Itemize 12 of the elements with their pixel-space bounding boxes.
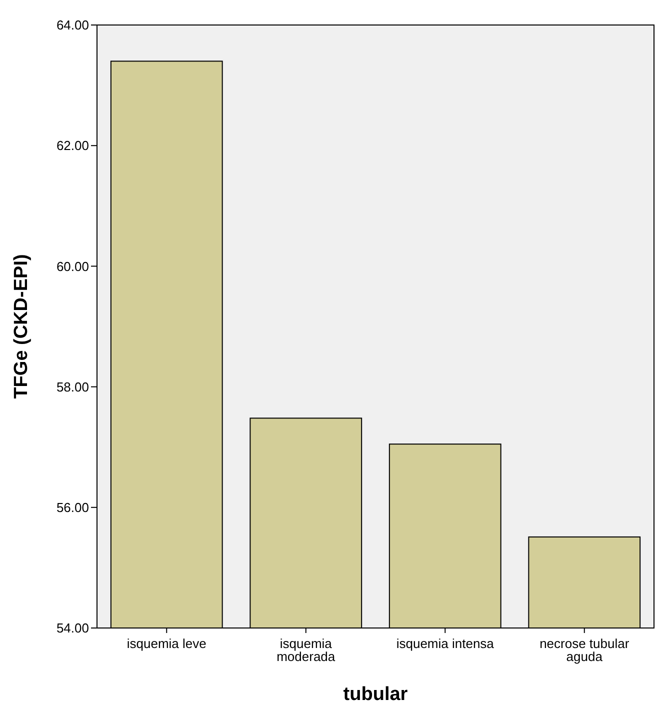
y-tick-label: 54.00: [56, 620, 89, 636]
y-tick-label: 62.00: [56, 138, 89, 154]
y-tick-label: 60.00: [56, 258, 89, 274]
y-tick-label: 56.00: [56, 500, 89, 515]
y-axis-title: TFGe (CKD-EPI): [11, 254, 32, 399]
x-axis-title: tubular: [343, 684, 408, 705]
x-tick-label: necrose tubular aguda: [540, 636, 630, 664]
x-tick-label: isquemia moderada: [276, 636, 336, 664]
y-tick-label: 58.00: [56, 379, 89, 394]
x-tick-label: isquemia leve: [126, 636, 206, 651]
y-tick-label: 64.00: [56, 18, 89, 33]
x-tick-label: isquemia intensa: [396, 636, 495, 651]
